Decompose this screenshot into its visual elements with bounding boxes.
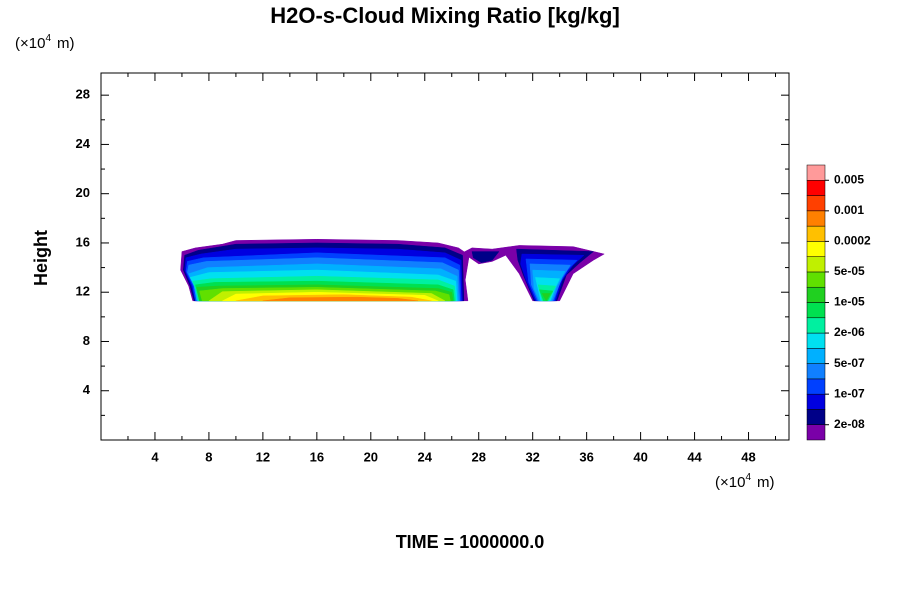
colorbar-tick-label: 2e-08 <box>834 417 865 431</box>
y-tick-label: 4 <box>83 382 91 397</box>
contour-band <box>262 296 419 302</box>
colorbar-bin <box>806 363 826 380</box>
colorbar-bin <box>806 317 826 334</box>
x-tick-label: 28 <box>471 449 485 464</box>
colorbar-bin <box>806 409 826 425</box>
colorbar-tick-label: 0.005 <box>834 172 864 186</box>
colorbar-bin <box>806 256 826 273</box>
chart-title: H2O-s-Cloud Mixing Ratio [kg/kg] <box>270 3 620 28</box>
x-tick-label: 48 <box>741 449 755 464</box>
colorbar-tick-label: 0.001 <box>834 203 864 217</box>
colorbar-bin <box>806 286 826 303</box>
colorbar-bin <box>806 164 826 181</box>
colorbar-bin <box>806 180 826 196</box>
colorbar-bin <box>806 302 826 319</box>
colorbar-tick-label: 1e-05 <box>834 295 865 309</box>
y-tick-label: 20 <box>76 185 90 200</box>
colorbar-bin <box>806 424 826 441</box>
x-tick-label: 8 <box>205 449 212 464</box>
unit-base: (×10 <box>715 474 745 491</box>
colorbar-tick-label: 1e-07 <box>834 386 865 400</box>
x-tick-label: 20 <box>364 449 378 464</box>
y-tick-label: 28 <box>76 87 90 102</box>
colorbar-tick-label: 5e-05 <box>834 264 865 278</box>
unit-exponent: 4 <box>45 33 51 44</box>
footer-time: TIME = 1000000.0 <box>396 532 545 552</box>
plot-area <box>180 239 605 302</box>
x-tick-label: 44 <box>687 449 702 464</box>
x-tick-label: 32 <box>525 449 539 464</box>
x-tick-label: 40 <box>633 449 647 464</box>
colorbar-bin <box>806 348 826 364</box>
colorbar-bin <box>806 195 826 212</box>
y-tick-label: 24 <box>76 136 91 151</box>
colorbar-bin <box>806 378 826 395</box>
x-unit: (×104 m) <box>715 472 775 491</box>
x-tick-label: 24 <box>418 449 433 464</box>
colorbar-tick-label: 5e-07 <box>834 356 865 370</box>
unit-base: (×10 <box>15 35 45 52</box>
colorbar-bin <box>806 241 826 257</box>
colorbar-tick-label: 0.0002 <box>834 234 871 248</box>
colorbar-bin <box>806 225 826 242</box>
x-tick-label: 36 <box>579 449 593 464</box>
contour-band <box>541 293 551 302</box>
x-tick-label: 4 <box>151 449 159 464</box>
y-tick-label: 16 <box>76 234 90 249</box>
y-tick-label: 12 <box>76 284 90 299</box>
y-axis-label: Height <box>31 230 51 286</box>
colorbar-bin <box>806 393 826 410</box>
colorbar-bin <box>806 332 826 349</box>
x-tick-label: 16 <box>310 449 324 464</box>
unit-suffix: m) <box>57 35 75 52</box>
unit-suffix: m) <box>757 474 775 491</box>
y-unit: (×104 m) <box>15 33 75 52</box>
colorbar-bin <box>806 271 826 288</box>
colorbar-tick-label: 2e-06 <box>834 325 865 339</box>
plot-frame <box>100 72 790 441</box>
unit-exponent: 4 <box>745 472 751 483</box>
x-tick-label: 12 <box>256 449 270 464</box>
y-tick-label: 8 <box>83 333 90 348</box>
contour-band <box>471 251 500 263</box>
colorbar-bin <box>806 210 826 227</box>
